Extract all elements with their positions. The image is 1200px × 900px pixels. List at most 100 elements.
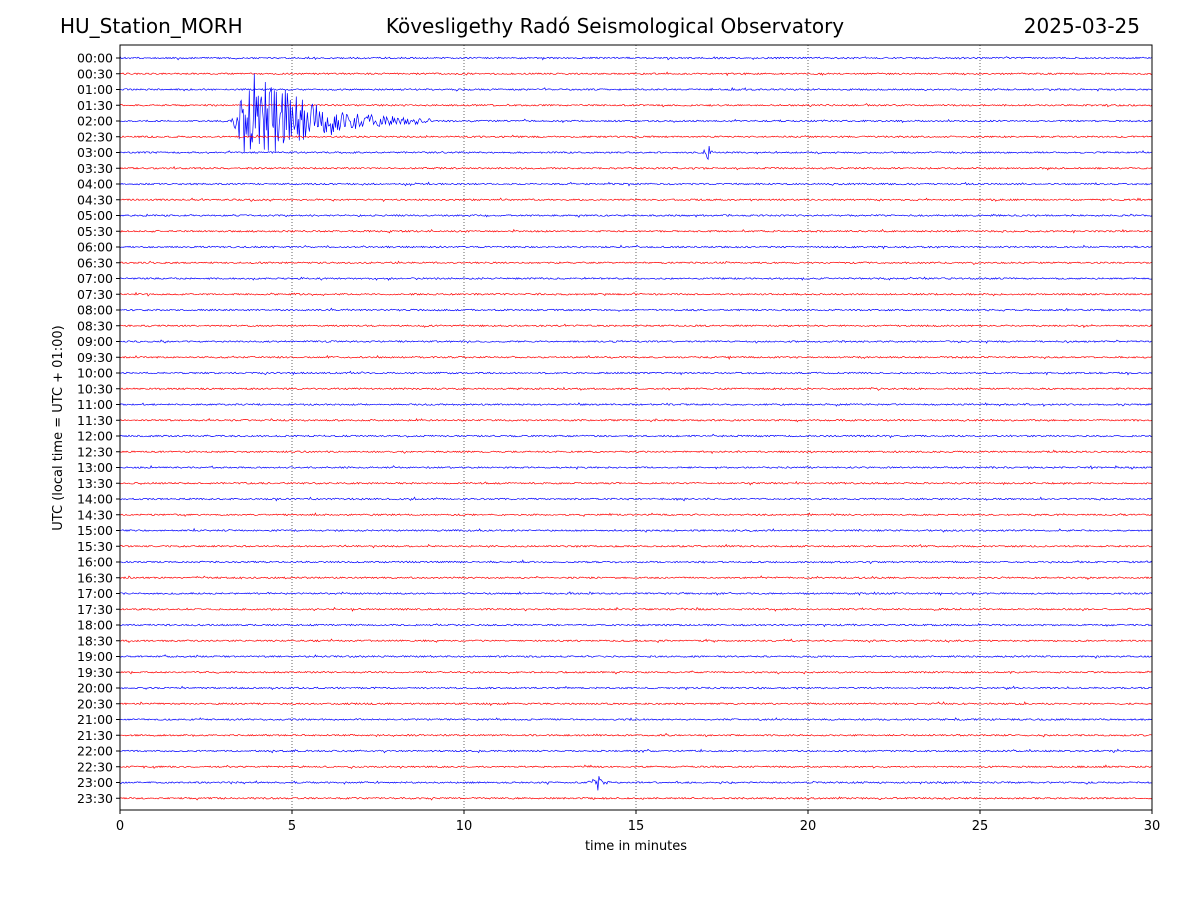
y-tick-label: 23:30 bbox=[77, 791, 113, 806]
trace-1900 bbox=[119, 654, 1153, 659]
y-tick-label: 18:30 bbox=[77, 633, 113, 648]
y-tick-label: 13:00 bbox=[77, 460, 113, 475]
y-tick-label: 19:30 bbox=[77, 665, 113, 680]
y-tick-label: 01:30 bbox=[77, 98, 113, 113]
x-tick-label: 30 bbox=[1144, 819, 1161, 834]
y-tick-label: 00:00 bbox=[77, 51, 113, 66]
trace-0700 bbox=[119, 276, 1153, 281]
trace-1200 bbox=[119, 433, 1153, 439]
trace-2330 bbox=[119, 796, 1153, 801]
trace-0800 bbox=[119, 307, 1153, 312]
trace-0230 bbox=[119, 134, 1153, 139]
trace-1230 bbox=[119, 449, 1153, 455]
trace-1000 bbox=[120, 370, 1153, 376]
y-tick-label: 04:30 bbox=[77, 192, 113, 207]
trace-0630 bbox=[119, 260, 1153, 265]
y-tick-label: 17:30 bbox=[77, 602, 113, 617]
y-tick-label: 14:30 bbox=[77, 507, 113, 522]
trace-1030 bbox=[119, 386, 1153, 391]
y-tick-label: 09:00 bbox=[77, 334, 113, 349]
y-tick-label: 16:30 bbox=[77, 570, 113, 585]
x-axis-label: time in minutes bbox=[585, 839, 687, 854]
x-tick-label: 25 bbox=[972, 819, 989, 834]
y-tick-label: 21:00 bbox=[77, 712, 113, 727]
y-tick-label: 12:30 bbox=[77, 444, 113, 459]
y-axis-label: UTC (local time = UTC + 01:00) bbox=[51, 325, 66, 530]
trace-1100 bbox=[119, 402, 1153, 407]
trace-1530 bbox=[119, 543, 1152, 549]
trace-0300 bbox=[119, 145, 1153, 161]
x-tick-label: 20 bbox=[800, 819, 817, 834]
trace-0400 bbox=[119, 181, 1153, 187]
y-tick-label: 22:00 bbox=[77, 744, 113, 759]
trace-0900 bbox=[119, 339, 1153, 344]
trace-1300 bbox=[119, 464, 1153, 470]
x-tick-label: 15 bbox=[628, 819, 645, 834]
trace-1730 bbox=[119, 606, 1153, 612]
trace-0530 bbox=[119, 228, 1153, 234]
y-tick-label: 14:00 bbox=[77, 492, 113, 507]
trace-1630 bbox=[119, 575, 1153, 581]
trace-2200 bbox=[119, 748, 1153, 754]
y-tick-label: 10:00 bbox=[77, 366, 113, 381]
trace-1430 bbox=[119, 512, 1153, 518]
station-title: HU_Station_MORH bbox=[60, 14, 243, 38]
y-tick-label: 20:00 bbox=[77, 681, 113, 696]
y-tick-label: 15:30 bbox=[77, 539, 113, 554]
y-tick-label: 02:30 bbox=[77, 129, 113, 144]
y-tick-label: 15:00 bbox=[77, 523, 113, 538]
trace-0500 bbox=[119, 213, 1153, 218]
y-tick-label: 13:30 bbox=[77, 476, 113, 491]
trace-2100 bbox=[119, 717, 1153, 721]
y-tick-label: 02:00 bbox=[77, 114, 113, 129]
trace-2030 bbox=[119, 701, 1153, 707]
y-tick-label: 06:00 bbox=[77, 240, 113, 255]
y-tick-label: 08:00 bbox=[77, 303, 113, 318]
y-tick-label: 05:30 bbox=[77, 224, 113, 239]
y-tick-label: 07:00 bbox=[77, 271, 113, 286]
x-tick-label: 0 bbox=[116, 819, 124, 834]
trace-1700 bbox=[119, 591, 1153, 596]
trace-0200 bbox=[119, 73, 1153, 153]
y-tick-label: 18:00 bbox=[77, 618, 113, 633]
trace-0030 bbox=[120, 71, 1153, 77]
trace-0330 bbox=[119, 165, 1153, 171]
y-tick-label: 03:00 bbox=[77, 145, 113, 160]
trace-2230 bbox=[119, 764, 1153, 769]
trace-0000 bbox=[119, 56, 1152, 61]
trace-2000 bbox=[119, 685, 1153, 691]
y-tick-label: 20:30 bbox=[77, 696, 113, 711]
y-tick-label: 07:30 bbox=[77, 287, 113, 302]
trace-0830 bbox=[119, 323, 1153, 329]
trace-0100 bbox=[119, 87, 1153, 92]
y-tick-label: 01:00 bbox=[77, 82, 113, 97]
trace-1500 bbox=[119, 527, 1153, 533]
trace-2130 bbox=[119, 732, 1153, 738]
y-tick-label: 03:30 bbox=[77, 161, 113, 176]
y-tick-label: 04:00 bbox=[77, 177, 113, 192]
trace-1130 bbox=[119, 418, 1153, 423]
y-tick-label: 06:30 bbox=[77, 255, 113, 270]
chart-title: Kövesligethy Radó Seismological Observat… bbox=[385, 14, 845, 38]
trace-1400 bbox=[119, 496, 1152, 502]
y-tick-label: 22:30 bbox=[77, 759, 113, 774]
x-tick-label: 10 bbox=[456, 819, 473, 834]
y-tick-label: 08:30 bbox=[77, 318, 113, 333]
trace-0930 bbox=[119, 354, 1153, 360]
y-tick-label: 05:00 bbox=[77, 208, 113, 223]
y-tick-label: 17:00 bbox=[77, 586, 113, 601]
y-tick-label: 19:00 bbox=[77, 649, 113, 664]
trace-1930 bbox=[119, 670, 1153, 675]
trace-1800 bbox=[119, 623, 1153, 628]
trace-lines bbox=[119, 56, 1153, 801]
grid-lines bbox=[291, 45, 981, 810]
trace-0430 bbox=[119, 197, 1153, 203]
y-tick-label: 09:30 bbox=[77, 350, 113, 365]
x-tick-label: 5 bbox=[288, 819, 296, 834]
y-tick-label: 12:00 bbox=[77, 429, 113, 444]
x-axis-ticks: 0 5 10 15 20 25 30 bbox=[116, 810, 1160, 834]
trace-0130 bbox=[119, 103, 1153, 108]
y-tick-label: 10:30 bbox=[77, 381, 113, 396]
y-tick-label: 21:30 bbox=[77, 728, 113, 743]
